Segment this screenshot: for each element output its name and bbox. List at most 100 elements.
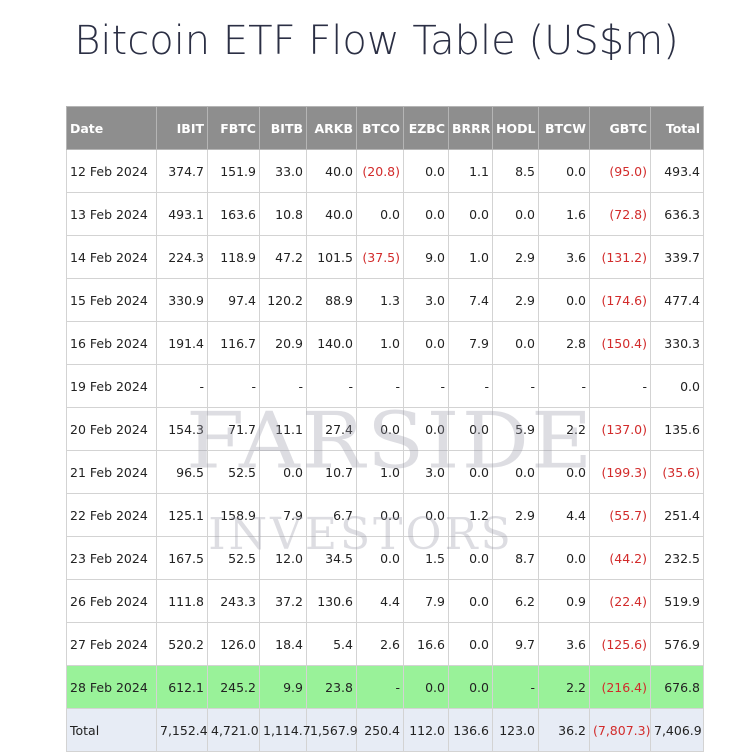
value-cell: 2.6: [356, 622, 404, 666]
value-cell: -: [356, 364, 404, 408]
value-cell: -: [492, 364, 539, 408]
value-cell: 101.5: [306, 235, 357, 279]
column-header-arkb: ARKB: [306, 106, 357, 150]
table-row: 19 Feb 2024- - - - - - - - - -0.0: [66, 364, 704, 408]
value-cell: 0.0: [448, 536, 493, 580]
value-cell: 2.2: [538, 407, 590, 451]
value-cell: 2.9: [492, 235, 539, 279]
value-cell: 1.3: [356, 278, 404, 322]
value-cell: 636.3: [650, 192, 704, 236]
value-cell: 612.1: [156, 665, 208, 709]
date-cell: 28 Feb 2024: [66, 665, 157, 709]
page-title: Bitcoin ETF Flow Table (US$m): [74, 18, 679, 64]
value-cell: 6.2: [492, 579, 539, 623]
value-cell: 2.2: [538, 665, 590, 709]
value-cell: 243.3: [207, 579, 260, 623]
value-cell: 8.5: [492, 149, 539, 193]
value-cell: 52.5: [207, 536, 260, 580]
value-cell: (20.8): [356, 149, 404, 193]
value-cell: 7.9: [448, 321, 493, 365]
value-cell: 245.2: [207, 665, 260, 709]
value-cell: 0.0: [403, 407, 449, 451]
value-cell: 135.6: [650, 407, 704, 451]
value-cell: 0.0: [492, 192, 539, 236]
value-cell: 130.6: [306, 579, 357, 623]
value-cell: 0.0: [356, 192, 404, 236]
table-row: 13 Feb 2024 493.1 163.6 10.8 40.0 0.0 0.0 0.0 0.…: [66, 192, 704, 236]
value-cell: 0.0: [538, 278, 590, 322]
value-cell: (22.4): [589, 579, 651, 623]
value-cell: 16.6: [403, 622, 449, 666]
value-cell: 7.9: [259, 493, 307, 537]
value-cell: 118.9: [207, 235, 260, 279]
value-cell: 0.0: [650, 364, 704, 408]
value-cell: 374.7: [156, 149, 208, 193]
value-cell: 330.9: [156, 278, 208, 322]
table-row: 16 Feb 2024 191.4 116.7 20.9 140.0 1.0 0.0 7.9 0…: [66, 321, 704, 365]
value-cell: 6.7: [306, 493, 357, 537]
value-cell: 10.8: [259, 192, 307, 236]
value-cell: 0.0: [356, 407, 404, 451]
value-cell: 7.9: [403, 579, 449, 623]
value-cell: 191.4: [156, 321, 208, 365]
value-cell: 3.0: [403, 278, 449, 322]
value-cell: 0.0: [356, 493, 404, 537]
value-cell: 4.4: [538, 493, 590, 537]
value-cell: 0.0: [403, 665, 449, 709]
value-cell: 0.0: [403, 321, 449, 365]
value-cell: 1.1: [448, 149, 493, 193]
value-cell: 0.0: [538, 536, 590, 580]
value-cell: 493.4: [650, 149, 704, 193]
table-row: 14 Feb 2024 224.3 118.9 47.2 101.5 (37.5) 9.0 1…: [66, 235, 704, 279]
value-cell: 23.8: [306, 665, 357, 709]
value-cell: 125.1: [156, 493, 208, 537]
value-cell: 251.4: [650, 493, 704, 537]
value-cell: 1.2: [448, 493, 493, 537]
date-cell: 21 Feb 2024: [66, 450, 157, 494]
total-cell: (7,807.3): [589, 708, 651, 752]
value-cell: 0.0: [448, 407, 493, 451]
value-cell: 1.5: [403, 536, 449, 580]
total-cell: 7,406.9: [650, 708, 704, 752]
column-header-fbtc: FBTC: [207, 106, 260, 150]
value-cell: -: [538, 364, 590, 408]
total-row: Total 7,152.4 4,721.0 1,114.7 1,567.9 250.4 11…: [66, 708, 704, 752]
etf-flow-table: Date IBIT FBTC BITB ARKB BTCO EZBC BRRR HODL BTCW…: [66, 106, 704, 752]
value-cell: 3.0: [403, 450, 449, 494]
value-cell: 5.4: [306, 622, 357, 666]
value-cell: 0.0: [492, 321, 539, 365]
date-cell: 12 Feb 2024: [66, 149, 157, 193]
value-cell: 126.0: [207, 622, 260, 666]
value-cell: 33.0: [259, 149, 307, 193]
value-cell: 0.0: [538, 149, 590, 193]
column-header-bitb: BITB: [259, 106, 307, 150]
table-row: 22 Feb 2024 125.1 158.9 7.9 6.7 0.0 0.0 1.2 2.9 4…: [66, 493, 704, 537]
value-cell: 0.0: [448, 579, 493, 623]
value-cell: 477.4: [650, 278, 704, 322]
value-cell: 4.4: [356, 579, 404, 623]
value-cell: 20.9: [259, 321, 307, 365]
value-cell: 232.5: [650, 536, 704, 580]
value-cell: 0.0: [448, 622, 493, 666]
header-row: Date IBIT FBTC BITB ARKB BTCO EZBC BRRR HODL BTCW…: [66, 106, 704, 150]
value-cell: (44.2): [589, 536, 651, 580]
column-header-total: Total: [650, 106, 704, 150]
total-cell: 136.6: [448, 708, 493, 752]
value-cell: -: [306, 364, 357, 408]
value-cell: (150.4): [589, 321, 651, 365]
table-row: 26 Feb 2024 111.8 243.3 37.2 130.6 4.4 7.9 0.0 6…: [66, 579, 704, 623]
value-cell: 0.0: [403, 493, 449, 537]
value-cell: 576.9: [650, 622, 704, 666]
value-cell: 27.4: [306, 407, 357, 451]
value-cell: -: [403, 364, 449, 408]
value-cell: 493.1: [156, 192, 208, 236]
value-cell: 2.9: [492, 493, 539, 537]
column-header-date: Date: [66, 106, 157, 150]
value-cell: 71.7: [207, 407, 260, 451]
total-cell: 4,721.0: [207, 708, 260, 752]
value-cell: 519.9: [650, 579, 704, 623]
value-cell: 163.6: [207, 192, 260, 236]
value-cell: -: [356, 665, 404, 709]
column-header-btco: BTCO: [356, 106, 404, 150]
total-cell: 112.0: [403, 708, 449, 752]
